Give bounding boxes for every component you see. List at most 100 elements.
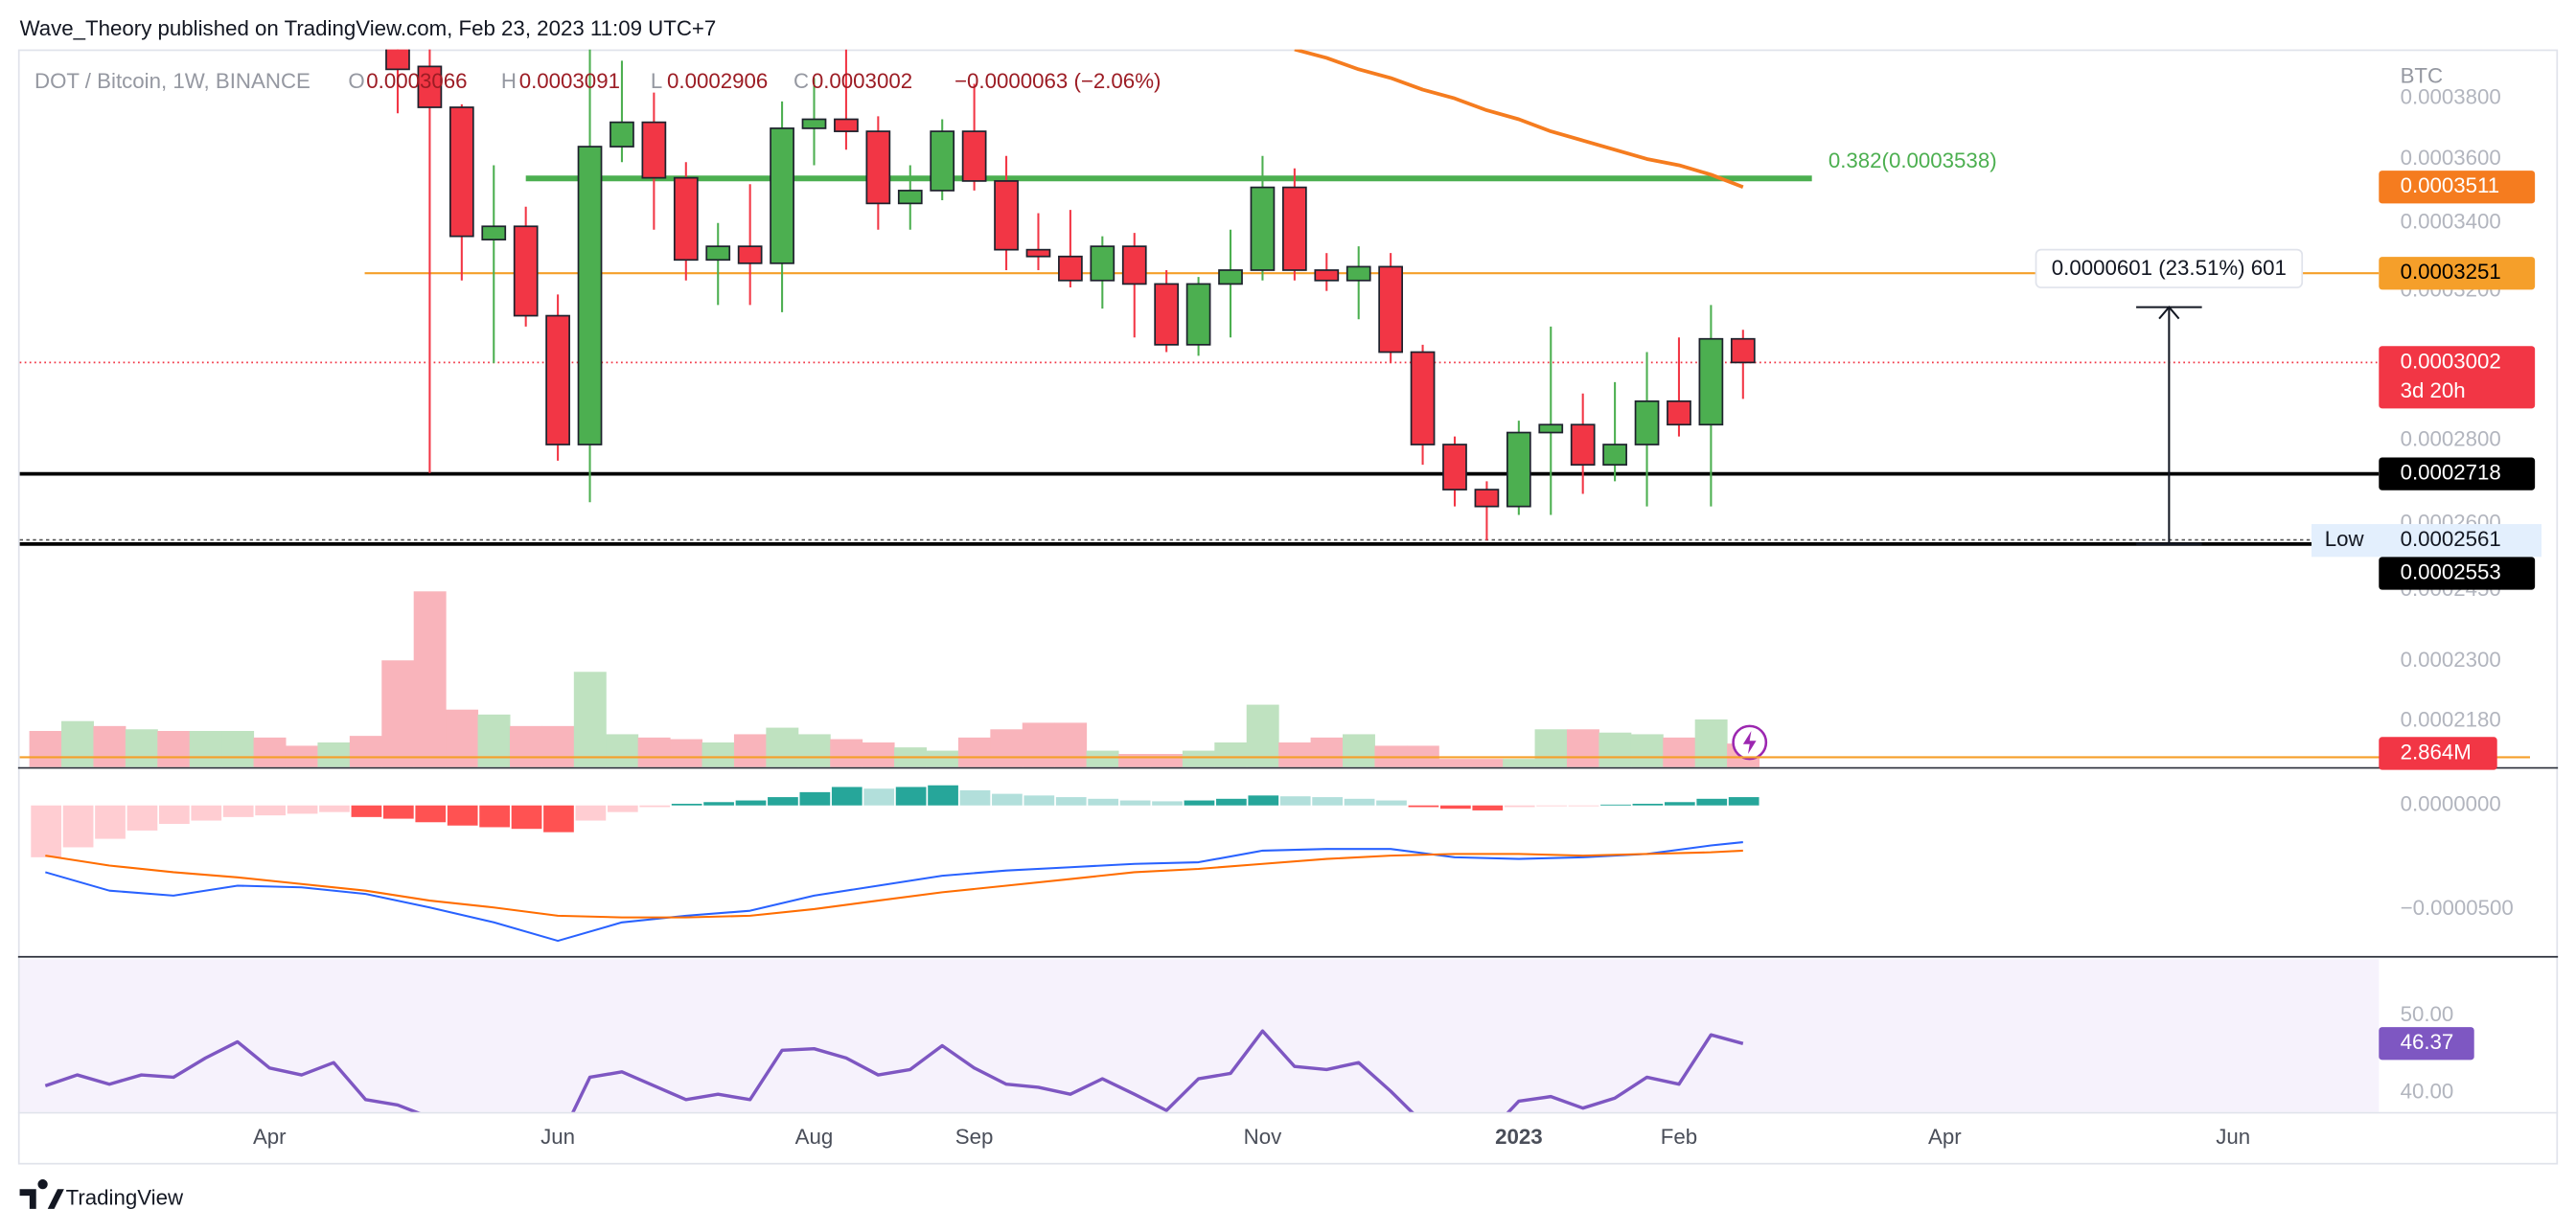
macd-histogram-bar: [1216, 798, 1247, 806]
macd-histogram-bar: [415, 805, 447, 823]
macd-histogram-bar: [1632, 804, 1664, 806]
x-tick-label: 2023: [1495, 1125, 1543, 1149]
candle-body: [1698, 337, 1724, 426]
volume-bar: [1214, 742, 1248, 767]
legend-low: 0.0002906: [667, 69, 768, 93]
y-tick-label: 0.0002180: [2401, 707, 2501, 731]
macd-histogram-bar: [768, 797, 798, 806]
measure-box: [2035, 248, 2304, 288]
x-tick-label: Jun: [540, 1125, 575, 1149]
candle-body: [770, 127, 794, 264]
rsi-layer: [44, 1029, 1744, 1112]
price-label-box: [2379, 346, 2536, 409]
volume-bar: [1534, 729, 1568, 767]
publisher-note: Wave_Theory published on TradingView.com…: [20, 16, 717, 40]
candle-body: [834, 118, 859, 132]
macd-histogram-bar: [1568, 805, 1599, 807]
symbol-title: DOT / Bitcoin, 1W, BINANCE: [34, 69, 310, 93]
macd-histogram-bar: [959, 789, 991, 806]
rsi-line: [44, 1029, 1744, 1112]
macd-line: [45, 841, 1743, 943]
candle-body: [641, 121, 667, 179]
x-tick-label: Aug: [795, 1125, 834, 1149]
volume-bar: [253, 737, 287, 767]
candle-body: [801, 118, 827, 129]
logo-mark: [19, 1179, 64, 1209]
candle-body: [1538, 423, 1564, 434]
legend-key: H: [501, 69, 517, 93]
candle-body: [417, 65, 443, 108]
volume-bar: [1310, 737, 1344, 767]
volume-bar: [637, 737, 671, 767]
macd-line: [45, 849, 1743, 919]
legend-close: 0.0003002: [812, 69, 912, 93]
measure-label: 0.0000601 (23.51%) 601: [2052, 256, 2287, 280]
candle-body: [1025, 248, 1051, 258]
macd-histogram-bar: [671, 804, 702, 806]
volume-bar: [317, 742, 351, 767]
macd-histogram-bar: [831, 787, 862, 806]
volume-layer: [29, 591, 1760, 767]
volume-bar: [1054, 722, 1088, 767]
x-tick-label: Jun: [2216, 1125, 2250, 1149]
candle-body: [673, 176, 699, 262]
x-tick-label: Sep: [955, 1125, 994, 1149]
macd-histogram-bar: [511, 805, 542, 830]
replay-icon[interactable]: [1732, 724, 1768, 761]
volume-bar: [221, 731, 255, 767]
fib-label: 0.382(0.0003538): [1828, 148, 1997, 172]
volume-bar: [29, 731, 62, 767]
macd-layer: [31, 785, 1760, 943]
macd-histogram-bar: [1119, 800, 1151, 806]
candle-body: [737, 245, 763, 264]
volume-bar: [157, 731, 191, 767]
macd-histogram-bar: [863, 788, 895, 806]
volume-bar: [1022, 722, 1055, 767]
volume-bar: [1182, 750, 1215, 767]
macd-histogram-bar: [95, 805, 126, 839]
candle-body: [577, 146, 603, 445]
macd-histogram-bar: [1248, 795, 1279, 806]
price-label-box: [2379, 171, 2536, 204]
rsi-tick-label: 50.00: [2401, 1002, 2454, 1026]
volume-bar: [349, 736, 382, 767]
macd-histogram-bar: [1472, 805, 1504, 810]
volume-bar: [797, 734, 831, 767]
candle-body: [1474, 489, 1500, 508]
brand-logo: TradingView: [19, 1179, 184, 1209]
candle-body: [385, 49, 410, 71]
volume-bar: [670, 739, 703, 767]
rsi-label: 46.37: [2401, 1030, 2454, 1054]
macd-histogram-bar: [1600, 804, 1631, 806]
macd-histogram-bar: [1696, 798, 1728, 806]
price-label-box: [2379, 257, 2536, 290]
candle-body: [705, 245, 731, 262]
low-tag-box: [2312, 524, 2542, 558]
volume-bar: [1438, 759, 1472, 767]
macd-histogram-bar: [1279, 796, 1311, 806]
price-label: 0.0003002: [2401, 349, 2501, 373]
macd-histogram-bar: [31, 805, 62, 857]
candle-body: [448, 106, 474, 238]
legend-key: C: [794, 69, 809, 93]
candle-body: [961, 130, 987, 182]
volume-bar: [541, 725, 575, 767]
macd-histogram-bar: [319, 805, 350, 812]
macd-histogram-bar: [447, 805, 478, 826]
volume-bar: [1503, 759, 1536, 767]
volume-bar: [830, 739, 863, 767]
volume-bar: [733, 734, 767, 767]
volume-bar: [606, 734, 639, 767]
macd-histogram-bar: [287, 805, 318, 814]
currency-label: BTC: [2401, 64, 2444, 88]
macd-histogram-bar: [159, 805, 190, 824]
legend-high: 0.0003091: [519, 69, 620, 93]
macd-histogram-bar: [1376, 800, 1407, 806]
volume-bar: [446, 709, 479, 767]
macd-histogram-bar: [1536, 805, 1567, 807]
candle-body: [1442, 444, 1467, 491]
volume-bar: [1566, 729, 1599, 767]
macd-histogram-bar: [543, 805, 574, 833]
candle-body: [545, 314, 570, 445]
volume-bar: [125, 729, 158, 767]
